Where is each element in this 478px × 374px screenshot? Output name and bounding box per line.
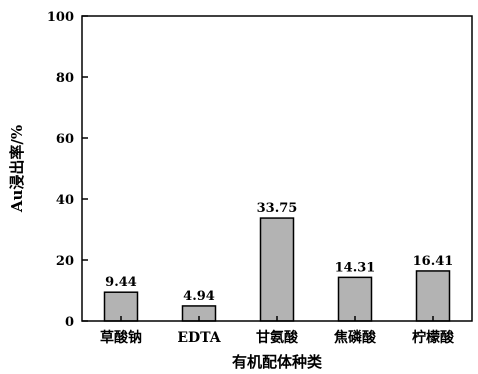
y-tick-label: 100	[47, 10, 74, 25]
x-axis-tick-labels: 草酸钠 EDTA 甘氨酸 焦磷酸 柠檬酸	[100, 316, 455, 346]
y-tick-label: 60	[56, 132, 74, 147]
bar-value-label: 33.75	[257, 201, 298, 216]
plot-frame	[81, 15, 473, 322]
bar	[259, 217, 295, 322]
y-tick-label: 80	[56, 71, 74, 86]
x-axis-title: 有机配体种类	[232, 353, 323, 371]
bar-value-label: 9.44	[105, 275, 137, 290]
bars	[103, 217, 451, 322]
bar-value-label: 14.31	[335, 260, 376, 275]
y-tick-label: 40	[56, 193, 74, 208]
bar-value-label: 16.41	[413, 254, 454, 269]
x-tick-label: 柠檬酸	[412, 329, 455, 346]
x-tick-label: 焦磷酸	[333, 329, 377, 346]
bar	[415, 270, 451, 322]
y-tick-label: 0	[65, 315, 74, 330]
y-axis-title: Au浸出率/%	[8, 125, 26, 213]
bar-value-label: 4.94	[183, 289, 215, 304]
bar	[337, 276, 373, 322]
y-tick-label: 20	[56, 254, 74, 269]
data-labels: 9.44 4.94 33.75 14.31 16.41	[105, 201, 453, 304]
x-tick-label: 草酸钠	[100, 329, 142, 346]
x-tick-label: 甘氨酸	[256, 329, 299, 346]
x-tick-label: EDTA	[177, 330, 221, 346]
